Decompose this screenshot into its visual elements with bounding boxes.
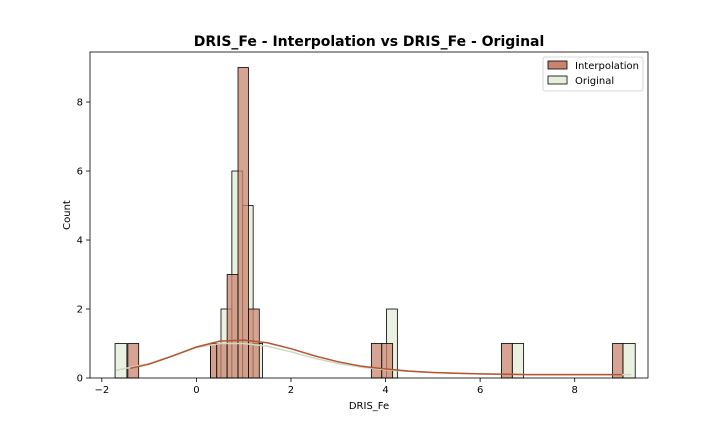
kde-line-interpolation <box>130 339 622 376</box>
legend-swatch-interpolation <box>547 60 568 70</box>
y-axis-label: Count <box>62 200 73 230</box>
plot-area <box>89 51 649 379</box>
x-tick-label: −2 <box>94 385 109 396</box>
x-axis: −2 0 2 4 6 8 <box>94 378 578 396</box>
y-tick-label: 6 <box>77 167 83 178</box>
x-tick-label: 6 <box>477 385 483 396</box>
y-tick-label: 2 <box>77 305 83 316</box>
bar-interpolation-3 <box>226 274 239 379</box>
bar-interpolation-1 <box>210 343 218 379</box>
legend-box <box>542 56 644 92</box>
x-tick-label: 8 <box>572 385 578 396</box>
legend: Interpolation Original <box>542 56 644 92</box>
x-tick-label: 4 <box>382 385 388 396</box>
bar-original-7 <box>511 343 525 379</box>
bar-interpolation-7 <box>381 343 394 379</box>
legend-swatch-original <box>547 75 568 85</box>
y-tick-label: 8 <box>77 98 83 109</box>
bar-interpolation-6 <box>370 343 383 379</box>
x-tick-label: 0 <box>193 385 199 396</box>
legend-label-interpolation: Interpolation <box>575 61 639 72</box>
bar-interpolation-2 <box>216 343 228 379</box>
bar-original-0 <box>114 343 128 379</box>
chart-title: DRIS_Fe - Interpolation vs DRIS_Fe - Ori… <box>194 34 545 50</box>
legend-label-original: Original <box>575 76 614 87</box>
bar-interpolation-4 <box>237 67 249 379</box>
bar-interpolation-8 <box>501 343 513 379</box>
y-tick-label: 0 <box>77 374 83 385</box>
bar-original-8 <box>622 343 636 379</box>
plot-frame <box>89 51 649 379</box>
x-tick-label: 2 <box>288 385 294 396</box>
bar-interpolation-0 <box>127 343 140 379</box>
y-axis: 0 2 4 6 8 <box>77 98 90 385</box>
bar-interpolation-9 <box>612 343 624 379</box>
y-tick-label: 4 <box>77 236 83 247</box>
x-axis-label: DRIS_Fe <box>349 401 389 412</box>
